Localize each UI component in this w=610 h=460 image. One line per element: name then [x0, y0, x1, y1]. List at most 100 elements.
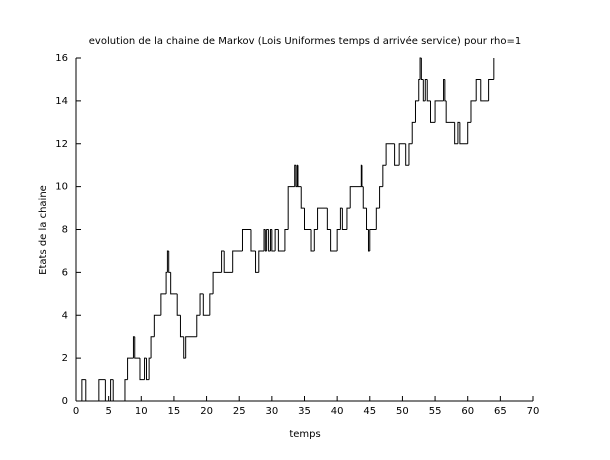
y-tick-label: 0	[62, 396, 68, 407]
step-segment	[369, 229, 377, 251]
step-segment	[153, 314, 161, 337]
step-segment	[196, 314, 201, 337]
step-segment	[287, 186, 295, 230]
step-segment	[346, 207, 351, 230]
step-segment	[124, 379, 128, 401]
step-segment	[414, 100, 419, 123]
step-segment	[375, 207, 380, 230]
step-segment	[160, 293, 167, 316]
step-segment	[382, 164, 387, 187]
y-axis-label: Etats de la chaine	[38, 185, 49, 275]
step-segment	[185, 336, 197, 359]
step-segment	[209, 293, 214, 316]
step-segment	[411, 121, 416, 144]
step-segment	[459, 122, 468, 145]
step-segment	[475, 78, 481, 101]
x-axis-label: temps	[289, 429, 320, 440]
step-segment	[127, 357, 134, 380]
y-tick-label: 2	[62, 353, 68, 364]
step-segment	[480, 79, 489, 102]
step-segment	[170, 272, 178, 295]
step-segment	[434, 100, 444, 123]
y-tick-label: 16	[55, 53, 68, 64]
step-segment	[445, 100, 455, 123]
step-segment	[313, 229, 318, 251]
step-segment	[134, 336, 140, 359]
step-segment	[470, 100, 477, 123]
step-segment	[366, 208, 369, 230]
step-segment	[430, 100, 436, 123]
step-segment	[408, 143, 413, 166]
step-segment	[85, 379, 99, 402]
step-segment	[454, 122, 458, 145]
x-tick-label: 20	[200, 406, 213, 417]
step-segment	[255, 250, 259, 273]
step-segment	[426, 79, 431, 102]
step-segment	[422, 79, 426, 102]
step-segment	[250, 229, 256, 252]
step-segment	[150, 336, 155, 359]
y-tick-label: 4	[62, 310, 68, 321]
step-segment	[202, 293, 210, 316]
x-tick-label: 35	[298, 406, 311, 417]
step-segment	[362, 186, 367, 209]
step-segment	[148, 357, 152, 380]
y-tick-label: 12	[55, 139, 68, 150]
step-segment	[271, 229, 276, 252]
step-segment	[223, 250, 233, 273]
step-segment	[274, 229, 279, 251]
step-segment	[488, 78, 494, 101]
x-tick-label: 15	[168, 406, 181, 417]
chart-title: evolution de la chaine de Markov (Lois U…	[89, 35, 521, 47]
step-segment	[385, 143, 395, 166]
x-tick-label: 45	[363, 406, 376, 417]
y-tick-label: 10	[55, 182, 68, 193]
step-segment	[304, 208, 312, 230]
x-tick-label: 25	[233, 406, 246, 417]
step-segment	[297, 165, 302, 188]
step-segment	[379, 186, 383, 209]
step-segment	[81, 379, 86, 401]
step-segment	[232, 250, 243, 273]
step-segment	[424, 78, 428, 101]
step-segment	[176, 293, 181, 316]
step-segment	[258, 250, 265, 273]
x-tick-label: 60	[461, 406, 474, 417]
step-segment	[221, 250, 225, 273]
x-tick-label: 5	[105, 406, 111, 417]
step-segment	[330, 229, 338, 252]
step-segment	[398, 143, 406, 166]
step-segment	[104, 379, 111, 402]
step-segment	[98, 379, 106, 401]
step-segment	[341, 208, 347, 230]
step-segment	[110, 379, 114, 401]
x-tick-label: 30	[265, 406, 278, 417]
step-segment	[405, 143, 409, 166]
step-segment	[467, 121, 471, 144]
y-tick-label: 8	[62, 225, 68, 236]
step-segment	[336, 229, 341, 251]
step-segment	[199, 293, 204, 316]
step-segment	[112, 379, 125, 402]
step-segment	[241, 229, 251, 251]
step-segment	[326, 208, 331, 230]
step-segment	[139, 358, 145, 381]
step-segment	[168, 250, 171, 273]
step-segment	[268, 229, 271, 252]
step-segment	[266, 229, 269, 251]
x-tick-label: 50	[396, 406, 409, 417]
x-tick-label: 10	[135, 406, 148, 417]
step-segment	[212, 271, 222, 294]
step-segment	[420, 58, 424, 80]
step-segment	[457, 121, 460, 144]
step-segment	[146, 358, 150, 381]
x-tick-label: 40	[331, 406, 344, 417]
step-segment	[179, 315, 184, 338]
x-tick-label: 65	[494, 406, 507, 417]
step-segment	[277, 229, 285, 252]
step-segment	[349, 186, 362, 209]
step-segment	[144, 357, 147, 380]
x-tick-label: 70	[527, 406, 540, 417]
